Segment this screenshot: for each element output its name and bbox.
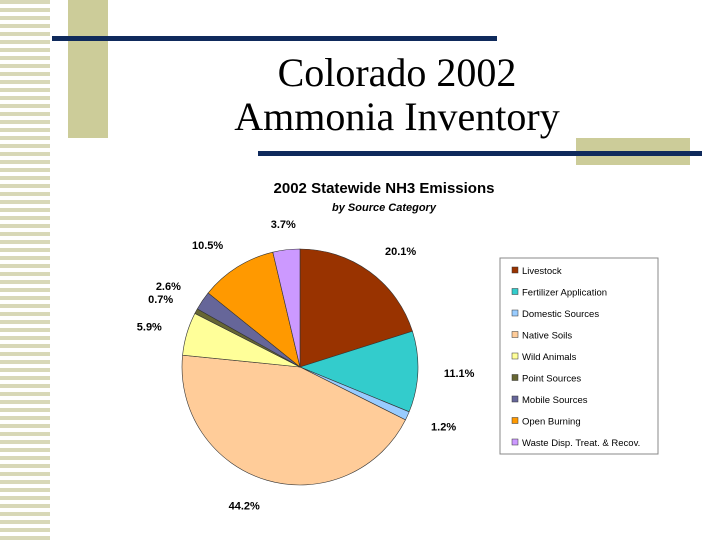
legend-label: Native Soils — [522, 331, 572, 342]
legend-swatch — [511, 309, 519, 317]
deco-block — [68, 0, 108, 138]
legend-label: Mobile Sources — [522, 395, 588, 406]
chart-title: 2002 Statewide NH3 Emissions — [274, 180, 495, 197]
legend-swatch — [511, 331, 519, 338]
legend-swatch — [511, 417, 519, 424]
data-label: 1.2% — [431, 422, 456, 434]
legend-label: Fertilizer Application — [522, 288, 607, 299]
pie-slice — [181, 354, 406, 486]
pie-slice — [299, 248, 413, 368]
legend-swatch — [511, 266, 519, 274]
legend-swatch — [511, 288, 519, 295]
data-label: 3.7% — [271, 219, 296, 231]
legend-swatch — [511, 374, 519, 381]
data-label: 10.5% — [192, 240, 223, 252]
side-stripes — [0, 0, 50, 540]
legend-box — [499, 257, 659, 455]
legend-label: Waste Disp. Treat. & Recov. — [522, 438, 640, 449]
data-label: 20.1% — [385, 246, 416, 258]
slide-title: Colorado 2002 — [278, 50, 517, 95]
legend-label: Point Sources — [522, 374, 581, 385]
legend-label: Open Burning — [522, 417, 581, 428]
chart-subtitle: by Source Category — [332, 202, 437, 214]
legend-swatch — [511, 352, 519, 360]
data-label: 5.9% — [137, 321, 162, 333]
legend-swatch — [511, 395, 519, 403]
deco-line — [258, 151, 702, 156]
data-label: 0.7% — [148, 294, 173, 306]
slide-title: Ammonia Inventory — [234, 94, 560, 139]
data-label: 11.1% — [444, 368, 475, 380]
legend-label: Livestock — [522, 266, 562, 277]
data-label: 44.2% — [229, 500, 260, 512]
pie-slice — [207, 251, 301, 368]
legend-swatch — [511, 438, 519, 446]
legend-label: Domestic Sources — [522, 309, 599, 320]
pie-slice — [272, 248, 301, 368]
legend-label: Wild Animals — [522, 352, 577, 363]
pie-slice — [299, 330, 419, 413]
deco-line — [52, 36, 497, 41]
data-label: 2.6% — [156, 281, 181, 293]
